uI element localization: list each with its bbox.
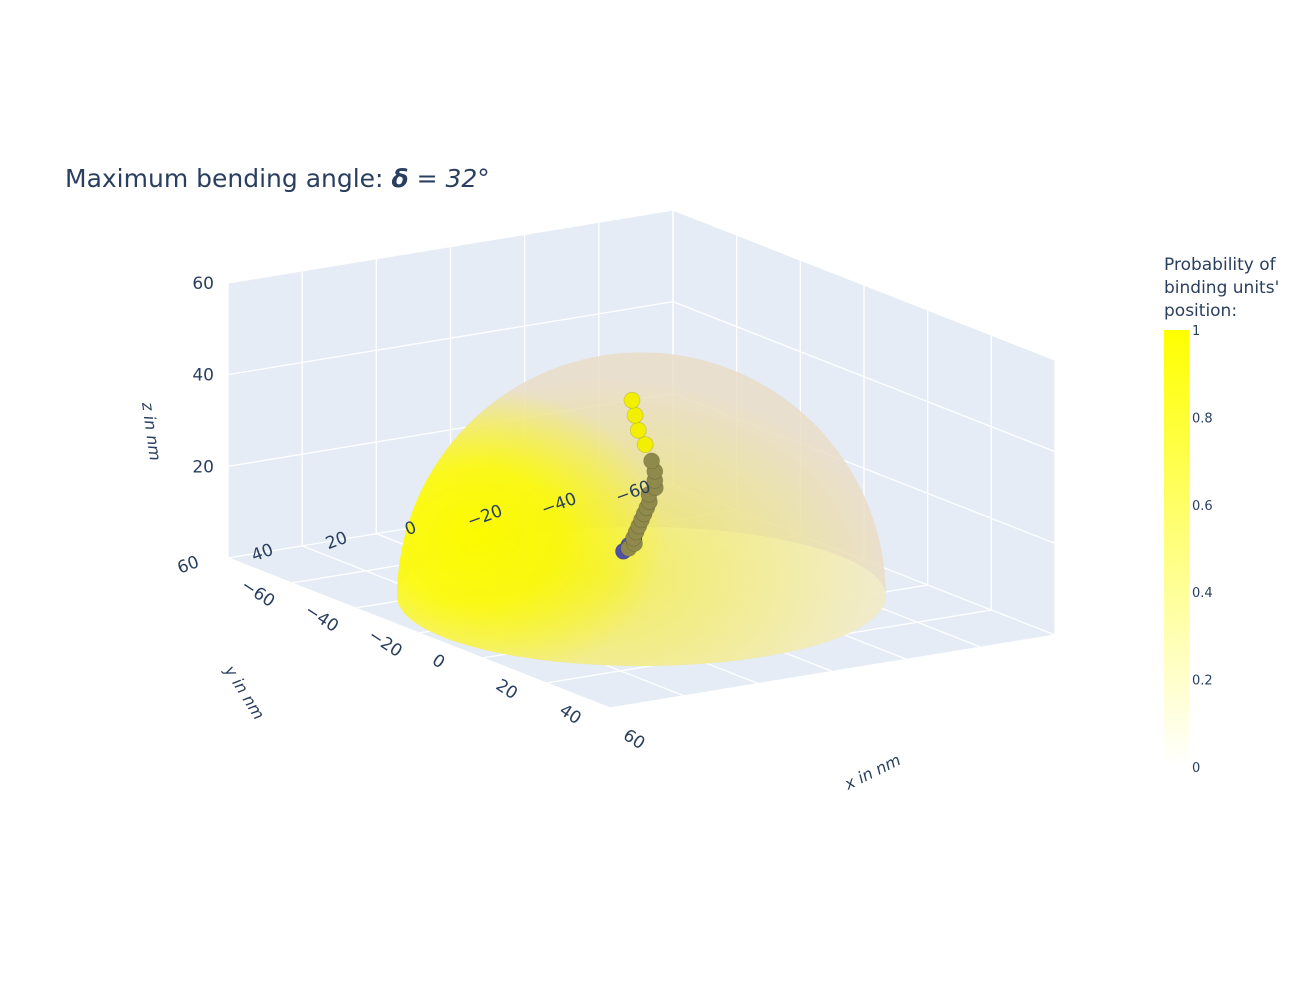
- colorbar-tick-label: 0.4: [1192, 586, 1213, 601]
- grid-line: [227, 209, 674, 284]
- x-tick-label: −60: [237, 575, 278, 611]
- chain-bead-19: [626, 406, 644, 424]
- chain-bead-18: [629, 421, 647, 439]
- x-tick-label: 60: [619, 725, 648, 754]
- colorbar-gradient: [1164, 330, 1189, 767]
- x-tick-label: −40: [301, 600, 342, 636]
- chain-bead-17: [636, 436, 654, 454]
- x-axis-title: x in nm: [841, 750, 904, 794]
- colorbar-title-line-2: binding units': [1164, 278, 1279, 298]
- colorbar-tick-label: 0.8: [1192, 411, 1213, 426]
- chart-title: Maximum bending angle: δ = 32°: [65, 164, 490, 193]
- colorbar: Probability of binding units' position: …: [1164, 255, 1279, 776]
- y-tick-label: 60: [175, 552, 202, 578]
- chain-bead-20: [623, 391, 641, 409]
- x-tick-label: −20: [365, 625, 406, 661]
- y-axis-title: y in nm: [220, 661, 268, 723]
- binding-chain: [615, 391, 664, 560]
- colorbar-title-line-3: position:: [1164, 301, 1237, 321]
- grid-line: [672, 209, 1056, 361]
- colorbar-tick-label: 1: [1192, 324, 1200, 339]
- z-axis-title: z in nm: [138, 400, 165, 462]
- colorbar-title-line-1: Probability of: [1164, 255, 1277, 275]
- grid-line: [227, 301, 674, 376]
- colorbar-tick-label: 0: [1192, 761, 1200, 776]
- z-tick-label: 60: [192, 274, 214, 294]
- x-tick-label: 20: [492, 675, 521, 704]
- x-tick-label: 40: [556, 700, 585, 729]
- grid-line: [672, 301, 1056, 453]
- grid-line: [609, 634, 1056, 709]
- probability-halo: [397, 376, 886, 666]
- grid-line: [227, 557, 611, 709]
- z-tick-label: 20: [192, 457, 214, 477]
- chain-bead-16: [643, 452, 660, 470]
- x-tick-label: 0: [428, 650, 448, 673]
- colorbar-tick-label: 0.2: [1192, 674, 1213, 689]
- colorbar-tick-label: 0.6: [1192, 499, 1213, 514]
- z-tick-label: 40: [192, 366, 214, 386]
